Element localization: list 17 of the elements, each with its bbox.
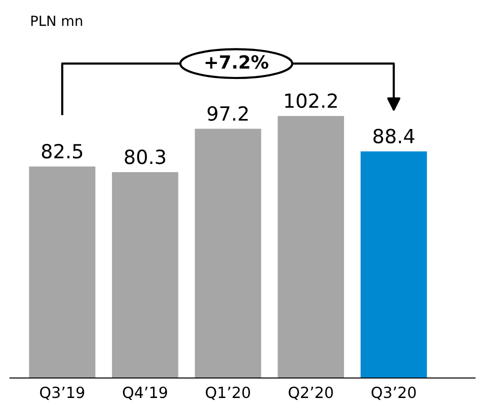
- data-label: 97.2: [208, 106, 248, 121]
- text: +7.2%: [206, 55, 268, 69]
- bar: [29, 166, 96, 378]
- text: PLN mn: [31, 16, 82, 26]
- data-label: 88.4: [373, 128, 414, 144]
- data-label: 80.3: [124, 149, 166, 164]
- bar: [360, 151, 427, 378]
- x-tick-label: Q4’19: [122, 386, 168, 400]
- bar: [112, 172, 178, 378]
- x-tick-label: Q3’19: [40, 386, 84, 400]
- bar: [194, 128, 262, 378]
- x-tick-label: Q2’20: [288, 386, 333, 400]
- x-tick-label: Q3’20: [372, 386, 416, 400]
- bar: [278, 116, 344, 378]
- data-label: 82.5: [42, 144, 82, 159]
- data-label: 102.2: [285, 93, 337, 108]
- x-tick-label: Q1’20: [206, 386, 250, 400]
